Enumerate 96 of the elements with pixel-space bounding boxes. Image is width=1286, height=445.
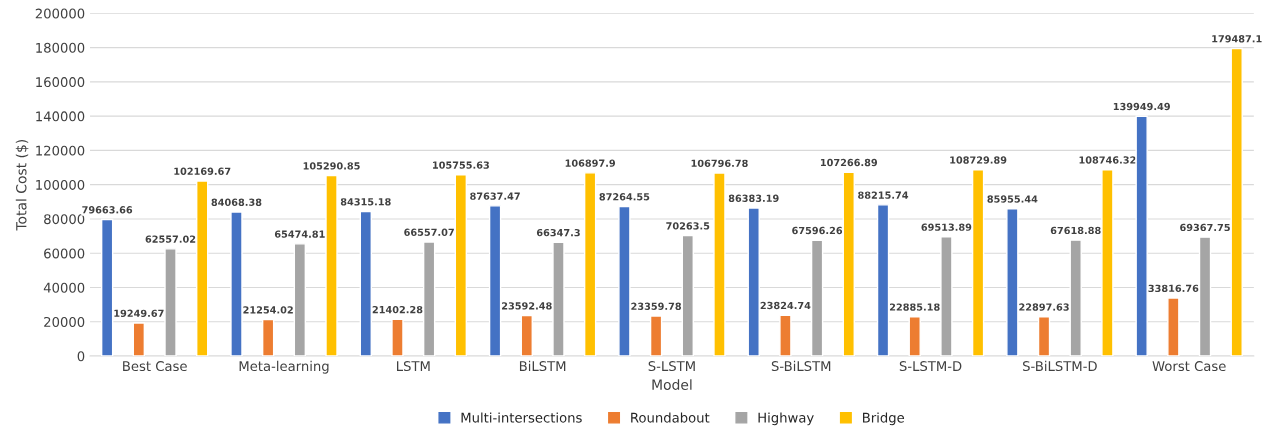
y-tick-label: 160000 xyxy=(36,77,85,88)
y-tick-label: 100000 xyxy=(36,179,85,190)
x-tick-label: S-LSTM xyxy=(648,361,695,372)
data-label: 87637.47 xyxy=(470,192,520,200)
bar xyxy=(876,204,890,356)
bar xyxy=(940,236,953,356)
y-tick-label: 120000 xyxy=(36,145,85,156)
data-label: 108729.89 xyxy=(950,156,1007,164)
data-label: 108746.32 xyxy=(1079,156,1136,164)
bar xyxy=(747,207,760,356)
data-label: 67618.88 xyxy=(1050,226,1101,235)
y-tick-label: 80000 xyxy=(44,214,85,225)
data-label: 70263.5 xyxy=(666,222,710,230)
bar xyxy=(293,243,307,356)
bar xyxy=(488,205,502,356)
data-label: 23592.48 xyxy=(502,302,552,310)
data-label: 102169.67 xyxy=(174,167,231,175)
y-tick-label: 60000 xyxy=(44,248,85,259)
data-label: 66347.3 xyxy=(536,228,580,237)
bar xyxy=(325,174,338,356)
data-label: 65474.81 xyxy=(274,230,325,238)
bar xyxy=(164,248,177,356)
data-label: 62557.02 xyxy=(145,235,196,243)
y-axis-title: Total Cost ($) xyxy=(15,139,29,231)
y-tick-label: 180000 xyxy=(36,42,85,53)
bar xyxy=(713,172,726,356)
bar xyxy=(810,239,824,356)
bar xyxy=(1230,47,1243,356)
data-label: 106796.78 xyxy=(691,159,748,167)
y-tick-label: 0 xyxy=(77,351,85,362)
data-label: 84315.18 xyxy=(340,198,391,206)
y-tick-label: 200000 xyxy=(35,8,85,19)
y-tick-label: 140000 xyxy=(36,111,85,122)
bar xyxy=(1167,297,1180,356)
data-label: 139949.49 xyxy=(1113,102,1170,111)
data-label: 79663.66 xyxy=(82,206,133,214)
data-label: 69513.89 xyxy=(921,223,972,231)
bar xyxy=(1069,239,1082,356)
bar xyxy=(261,318,275,356)
data-label: 105290.85 xyxy=(303,162,360,170)
data-label: 21254.02 xyxy=(243,306,293,314)
bar xyxy=(391,318,404,356)
bar xyxy=(100,218,114,356)
bar xyxy=(520,314,533,356)
x-tick-label: Worst Case xyxy=(1152,361,1226,372)
x-tick-label: BiLSTM xyxy=(519,360,566,372)
y-tick-label: 40000 xyxy=(43,282,85,293)
data-label: 88215.74 xyxy=(858,191,909,199)
data-label: 86383.19 xyxy=(728,194,779,202)
data-label: 179487.1 xyxy=(1212,35,1262,43)
bar xyxy=(681,234,694,356)
data-label: 85955.44 xyxy=(987,195,1038,203)
bar xyxy=(842,171,855,356)
data-label: 33816.76 xyxy=(1148,284,1199,293)
bar xyxy=(454,174,468,356)
x-tick-label: Meta-learning xyxy=(239,360,329,374)
legend-label: Multi-intersections xyxy=(461,412,582,423)
bar xyxy=(1037,316,1051,356)
bar xyxy=(230,211,243,356)
data-label: 106897.9 xyxy=(565,159,616,167)
bar xyxy=(1101,168,1114,356)
data-label: 107266.89 xyxy=(820,158,878,167)
bar xyxy=(618,205,631,356)
data-label: 66557.07 xyxy=(404,228,454,236)
x-axis-title: Model xyxy=(652,379,692,390)
data-label: 22897.63 xyxy=(1019,303,1069,311)
legend-label: Highway xyxy=(758,412,814,426)
bar xyxy=(422,241,436,356)
data-label: 19249.67 xyxy=(114,309,164,317)
bar xyxy=(583,172,597,356)
data-label: 21402.28 xyxy=(372,305,423,314)
bar xyxy=(552,241,565,356)
legend-label: Roundabout xyxy=(631,412,710,423)
data-label: 23824.74 xyxy=(760,301,811,310)
x-tick-label: S-BiLSTM xyxy=(771,360,831,372)
bar xyxy=(779,314,792,356)
data-label: 69367.75 xyxy=(1180,223,1230,232)
legend-label: Bridge xyxy=(863,412,905,426)
data-label: 87264.55 xyxy=(599,193,650,201)
bar xyxy=(971,169,985,356)
data-label: 67596.26 xyxy=(792,226,843,235)
x-tick-label: S-BiLSTM-D xyxy=(1023,360,1097,372)
bar xyxy=(649,315,663,356)
bar xyxy=(132,322,146,356)
data-label: 22885.18 xyxy=(889,303,940,311)
bar xyxy=(196,180,209,356)
bar xyxy=(359,210,372,356)
data-label: 84068.38 xyxy=(211,198,262,206)
bar xyxy=(1006,208,1019,356)
x-tick-label: LSTM xyxy=(397,361,430,372)
y-tick-label: 20000 xyxy=(44,316,85,327)
data-label: 105755.63 xyxy=(433,161,489,169)
data-label: 23359.78 xyxy=(631,302,682,310)
x-tick-label: Best Case xyxy=(123,361,187,372)
x-tick-label: S-LSTM-D xyxy=(899,361,962,372)
bar xyxy=(908,316,921,356)
